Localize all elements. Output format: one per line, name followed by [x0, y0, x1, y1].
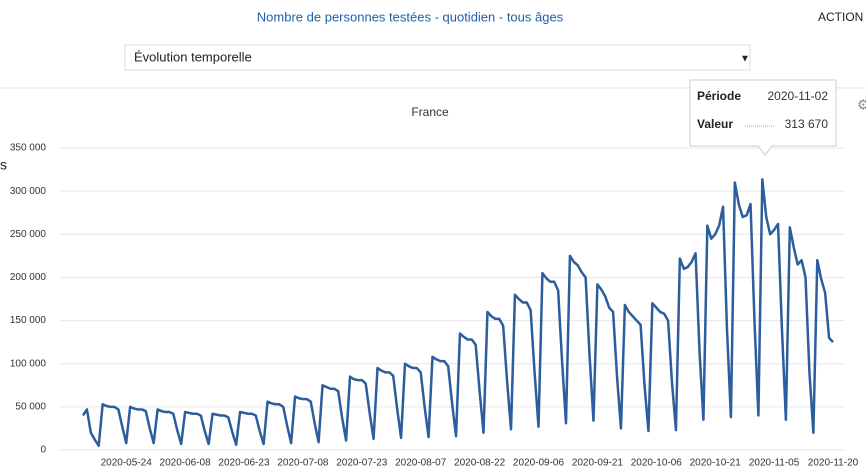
tooltip-value-label: Valeur	[697, 117, 733, 131]
tooltip: Période 2020-11-02 Valeur 313 670	[689, 79, 837, 156]
x-tick-label: 2020-08-22	[454, 458, 506, 469]
x-tick-label: 2020-10-06	[631, 458, 683, 469]
plot: 0 50 000 100 000 150 000 200 000 250 000 300 0…	[10, 143, 859, 469]
x-tick-label: 2020-07-23	[336, 458, 388, 469]
x-tick-label: 2020-06-23	[218, 458, 270, 469]
x-tick-label: 2020-11-20	[808, 458, 859, 469]
y-tick-label: 300 000	[10, 186, 47, 197]
x-tick-label: 2020-07-08	[277, 458, 329, 469]
tooltip-period: 2020-11-02	[768, 89, 829, 103]
page-title: Nombre de personnes testées - quotidien …	[257, 9, 564, 24]
y-tick-label: 100 000	[10, 358, 47, 369]
y-tick-label: 250 000	[10, 229, 47, 240]
dropdown-value[interactable]: Évolution temporelle	[134, 49, 252, 64]
x-tick-label: 2020-06-08	[160, 458, 212, 469]
settings-icon[interactable]: ⚙	[857, 97, 866, 113]
tooltip-box	[689, 79, 837, 156]
x-tick-label: 2020-08-07	[395, 458, 447, 469]
x-tick-label: 2020-11-05	[749, 458, 800, 469]
y-tick-label: 50 000	[15, 401, 46, 412]
x-tick-label: 2020-09-06	[513, 458, 565, 469]
dropdown[interactable]: Évolution temporelle ▼	[124, 44, 751, 71]
y-tick-label: 200 000	[10, 272, 47, 283]
tooltip-value: 313 670	[785, 117, 829, 131]
dropdown-box[interactable]	[124, 44, 751, 71]
action-menu[interactable]: ACTION	[818, 10, 863, 24]
dropdown-arrow[interactable]: ▼	[740, 54, 750, 65]
y-tick-label: 350 000	[10, 143, 47, 154]
chart-title: France	[411, 105, 449, 119]
side-text: s	[0, 157, 7, 173]
y-tick-label: 0	[40, 445, 46, 456]
x-tick-label: 2020-05-24	[101, 458, 153, 469]
data-line	[81, 178, 834, 447]
x-tick-label: 2020-10-21	[690, 458, 742, 469]
y-tick-label: 150 000	[10, 315, 47, 326]
tooltip-period-label: Période	[697, 89, 741, 103]
x-tick-label: 2020-09-21	[572, 458, 624, 469]
